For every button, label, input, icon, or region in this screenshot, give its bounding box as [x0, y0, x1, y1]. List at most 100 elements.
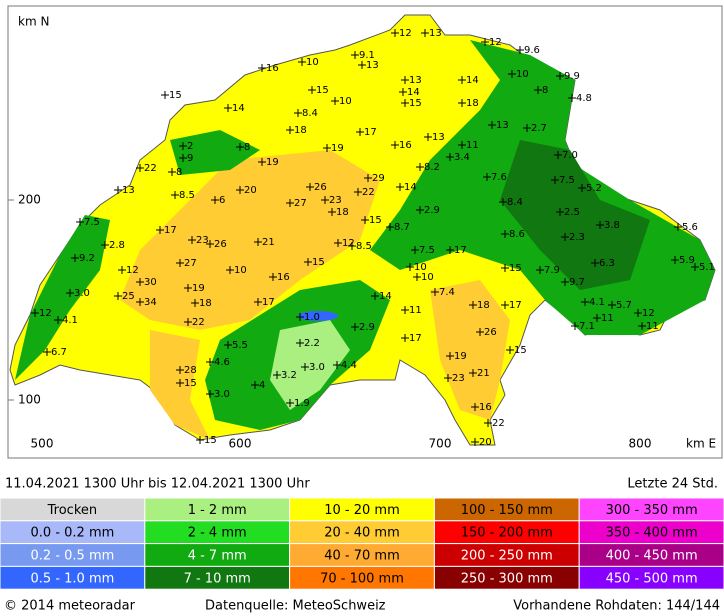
- station-value: 5.1: [699, 262, 715, 273]
- station-value: 6: [219, 195, 225, 206]
- station-marker: [391, 141, 399, 149]
- station-value: 9.1: [359, 50, 375, 61]
- station-value: 9.7: [569, 277, 585, 288]
- legend-label: 70 - 100 mm: [320, 571, 404, 586]
- station-marker: [269, 273, 277, 281]
- station-marker: [328, 208, 336, 216]
- station-marker: [691, 263, 699, 271]
- station-value: 13: [429, 28, 442, 39]
- station-marker: [354, 188, 362, 196]
- station-value: 17: [454, 245, 467, 256]
- station-marker: [236, 186, 244, 194]
- station-marker: [488, 121, 496, 129]
- station-value: 9.2: [79, 253, 95, 264]
- station-marker: [396, 183, 404, 191]
- station-marker: [591, 259, 599, 267]
- station-value: 10: [234, 265, 247, 276]
- station-value: 2.9: [359, 322, 375, 333]
- bottom-bar: [0, 596, 724, 616]
- station-marker: [413, 273, 421, 281]
- legend-label: 250 - 300 mm: [461, 571, 553, 586]
- station-marker: [458, 99, 466, 107]
- station-marker: [471, 403, 479, 411]
- station-value: 15: [409, 98, 422, 109]
- station-marker: [118, 266, 126, 274]
- station-marker: [671, 256, 679, 264]
- station-marker: [364, 174, 372, 182]
- data-source: Datenquelle: MeteoSchweiz: [205, 599, 386, 614]
- legend-label: 400 - 450 mm: [606, 549, 698, 564]
- station-value: 17: [364, 127, 377, 138]
- station-value: 15: [316, 85, 329, 96]
- station-marker: [421, 29, 429, 37]
- station-value: 7.0: [562, 150, 578, 161]
- x-axis-label: 600: [229, 437, 252, 451]
- station-value: 15: [169, 90, 182, 101]
- legend-label: 7 - 10 mm: [184, 571, 251, 586]
- station-value: 4: [259, 380, 265, 391]
- station-value: 9.6: [524, 45, 540, 56]
- station-marker: [71, 254, 79, 262]
- station-marker: [351, 51, 359, 59]
- station-marker: [424, 133, 432, 141]
- station-value: 21: [262, 237, 275, 248]
- station-marker: [458, 76, 466, 84]
- station-value: 2.2: [304, 338, 320, 349]
- legend-label: 4 - 7 mm: [188, 549, 247, 564]
- station-marker: [501, 264, 509, 272]
- station-marker: [254, 298, 262, 306]
- station-value: 3.0: [74, 288, 90, 299]
- station-value: 14: [379, 291, 392, 302]
- station-marker: [334, 239, 342, 247]
- station-value: 7.6: [491, 172, 507, 183]
- station-marker: [171, 191, 179, 199]
- station-marker: [136, 164, 144, 172]
- station-marker: [224, 104, 232, 112]
- station-value: 12: [642, 308, 655, 319]
- station-marker: [361, 216, 369, 224]
- y-axis-label: 100: [18, 393, 41, 407]
- station-marker: [191, 299, 199, 307]
- green-area: [270, 320, 350, 410]
- station-value: 8.6: [509, 229, 525, 240]
- station-value: 19: [454, 351, 467, 362]
- station-value: 13: [366, 60, 379, 71]
- station-marker: [168, 168, 176, 176]
- station-value: 11: [646, 321, 659, 332]
- station-marker: [483, 173, 491, 181]
- station-marker: [561, 278, 569, 286]
- station-value: 26: [214, 239, 227, 250]
- station-value: 10: [516, 69, 529, 80]
- station-value: 5.6: [682, 222, 698, 233]
- station-marker: [469, 369, 477, 377]
- station-value: 23: [329, 195, 342, 206]
- station-marker: [294, 109, 302, 117]
- station-marker: [301, 363, 309, 371]
- station-marker: [286, 399, 294, 407]
- station-marker: [176, 379, 184, 387]
- station-marker: [251, 381, 259, 389]
- station-value: 16: [479, 402, 492, 413]
- station-value: 17: [409, 333, 422, 344]
- station-value: 2.9: [424, 205, 440, 216]
- station-value: 9.9: [564, 71, 580, 82]
- station-value: 21: [477, 368, 490, 379]
- station-value: 22: [362, 187, 375, 198]
- station-marker: [561, 233, 569, 241]
- station-marker: [501, 301, 509, 309]
- station-marker: [136, 278, 144, 286]
- station-value: 23: [452, 373, 465, 384]
- station-marker: [351, 323, 359, 331]
- station-marker: [401, 334, 409, 342]
- station-marker: [391, 29, 399, 37]
- station-marker: [406, 263, 414, 271]
- y-axis-label: 200: [18, 193, 41, 207]
- station-marker: [458, 141, 466, 149]
- country: [9, 14, 716, 446]
- station-value: 16: [399, 140, 412, 151]
- station-marker: [43, 348, 51, 356]
- station-marker: [484, 419, 492, 427]
- station-marker: [356, 128, 364, 136]
- station-marker: [236, 143, 244, 151]
- x-axis-label: 700: [429, 437, 452, 451]
